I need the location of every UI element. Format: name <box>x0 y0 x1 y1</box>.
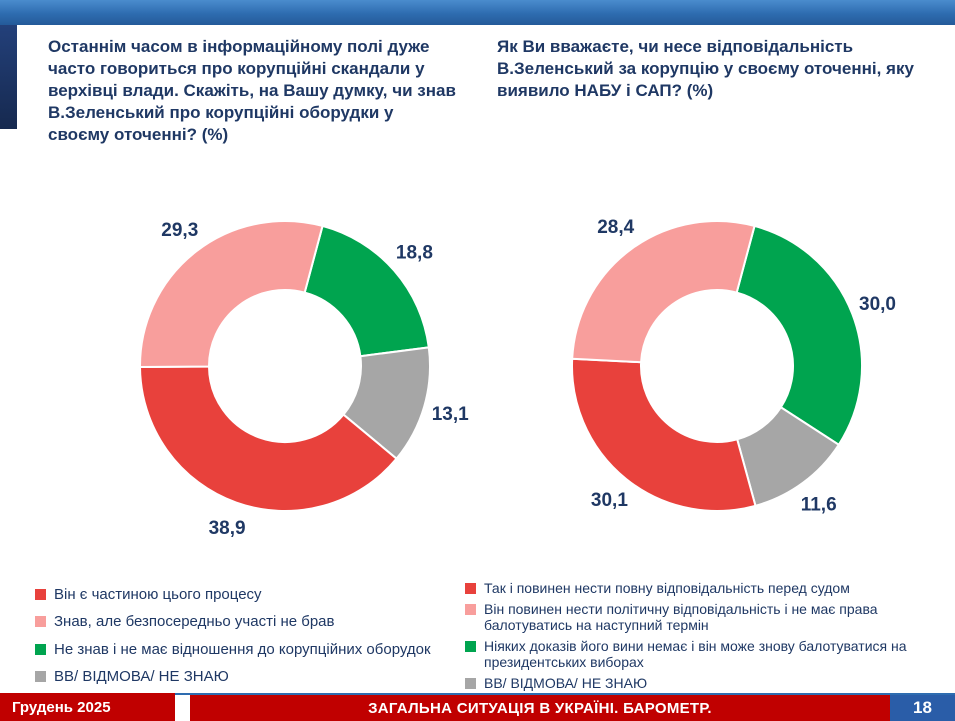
legend-item: Не знав і не має відношення до корупційн… <box>35 641 460 658</box>
slice-value-label: 29,3 <box>161 220 198 241</box>
legend-label: Знав, але безпосередньо участі не брав <box>54 613 335 631</box>
slice-value-label: 38,9 <box>209 518 246 539</box>
donut-slice <box>571 357 757 512</box>
legend-item: ВВ/ ВІДМОВА/ НЕ ЗНАЮ <box>35 668 460 685</box>
legend-item: Він повинен нести політичну відповідальн… <box>465 601 943 633</box>
chart-title-right: Як Ви вважаєте, чи несе відповідальність… <box>497 37 914 101</box>
left-accent-bar <box>0 25 17 129</box>
donut-slice <box>138 220 324 368</box>
legend-item: Ніяких доказів його вини немає і він мож… <box>465 638 943 670</box>
legend-right: Так і повинен нести повну відповідальніс… <box>465 580 943 697</box>
legend-swatch <box>35 589 46 600</box>
donut-slice <box>303 224 430 358</box>
legend-item: Так і повинен нести повну відповідальніс… <box>465 580 943 596</box>
legend-label: ВВ/ ВІДМОВА/ НЕ ЗНАЮ <box>484 675 648 692</box>
donut-chart-right: 30,0 11,6 30,1 28,4 <box>517 166 917 566</box>
legend-swatch <box>465 583 476 594</box>
chart-title-left: Останнім часом в інформаційному полі дуж… <box>48 37 456 145</box>
legend-label: Він є частиною цього процесу <box>54 586 262 603</box>
legend-label: Ніяких доказів його вини немає і він мож… <box>484 638 907 671</box>
legend-label: Так і повинен нести повну відповідальніс… <box>484 580 850 596</box>
legend-swatch <box>465 641 476 653</box>
donut-chart-svg: 30,0 11,6 30,1 28,4 <box>571 217 896 516</box>
legend-swatch <box>465 678 476 690</box>
slice-value-label: 30,0 <box>859 294 896 315</box>
legend-item: ВВ/ ВІДМОВА/ НЕ ЗНАЮ <box>465 675 943 691</box>
legend-label: Не знав і не має відношення до корупційн… <box>54 640 431 658</box>
slice-value-label: 18,8 <box>396 243 433 264</box>
footer-title: ЗАГАЛЬНА СИТУАЦІЯ В УКРАЇНІ. БАРОМЕТР. <box>190 695 890 721</box>
donut-slice <box>735 224 863 447</box>
legend-swatch <box>35 670 46 682</box>
donut-slice <box>571 220 756 364</box>
footer-bar: Грудень 2025 ЗАГАЛЬНА СИТУАЦІЯ В УКРАЇНІ… <box>0 693 955 721</box>
footer-page-number: 18 <box>890 695 955 721</box>
footer-right-section: ЗАГАЛЬНА СИТУАЦІЯ В УКРАЇНІ. БАРОМЕТР. 1… <box>175 693 955 721</box>
slice-value-label: 13,1 <box>432 404 469 425</box>
legend-item: Він є частиною цього процесу <box>35 586 460 603</box>
legend-swatch <box>465 604 476 616</box>
donut-chart-left: 18,8 13,1 38,9 29,3 <box>85 166 485 566</box>
slice-value-label: 30,1 <box>591 490 628 511</box>
donut-chart-svg: 18,8 13,1 38,9 29,3 <box>138 220 469 539</box>
slice-value-label: 28,4 <box>597 217 634 238</box>
top-blue-bar <box>0 0 955 25</box>
slice-value-label: 11,6 <box>801 495 837 516</box>
donut-slice <box>138 365 398 512</box>
legend-label: Він повинен нести політичну відповідальн… <box>484 601 878 634</box>
legend-item: Знав, але безпосередньо участі не брав <box>35 613 460 630</box>
legend-left: Він є частиною цього процесу Знав, але бе… <box>35 586 460 695</box>
footer-gap <box>175 695 190 721</box>
footer-date: Грудень 2025 <box>0 693 175 721</box>
legend-swatch <box>35 643 46 655</box>
legend-swatch <box>35 616 46 628</box>
legend-label: ВВ/ ВІДМОВА/ НЕ ЗНАЮ <box>54 667 229 685</box>
